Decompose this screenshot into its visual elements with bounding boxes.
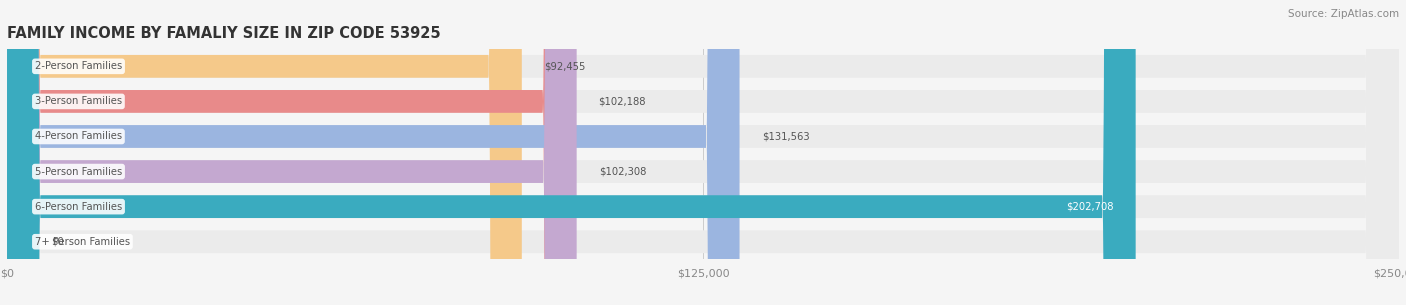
Text: $102,188: $102,188 — [599, 96, 645, 106]
Text: $202,708: $202,708 — [1066, 202, 1114, 212]
Text: 4-Person Families: 4-Person Families — [35, 131, 122, 142]
Text: $102,308: $102,308 — [599, 167, 647, 177]
FancyBboxPatch shape — [7, 0, 576, 305]
FancyBboxPatch shape — [7, 0, 1399, 305]
Text: FAMILY INCOME BY FAMALIY SIZE IN ZIP CODE 53925: FAMILY INCOME BY FAMALIY SIZE IN ZIP COD… — [7, 26, 440, 41]
Text: 2-Person Families: 2-Person Families — [35, 61, 122, 71]
Text: $131,563: $131,563 — [762, 131, 810, 142]
Text: 5-Person Families: 5-Person Families — [35, 167, 122, 177]
Text: 3-Person Families: 3-Person Families — [35, 96, 122, 106]
FancyBboxPatch shape — [7, 0, 1399, 305]
Text: $92,455: $92,455 — [544, 61, 585, 71]
FancyBboxPatch shape — [7, 0, 1399, 305]
FancyBboxPatch shape — [7, 0, 740, 305]
Text: 6-Person Families: 6-Person Families — [35, 202, 122, 212]
Text: Source: ZipAtlas.com: Source: ZipAtlas.com — [1288, 9, 1399, 19]
FancyBboxPatch shape — [7, 0, 1399, 305]
FancyBboxPatch shape — [7, 0, 1136, 305]
FancyBboxPatch shape — [7, 0, 522, 305]
FancyBboxPatch shape — [7, 0, 1399, 305]
FancyBboxPatch shape — [7, 0, 1399, 305]
FancyBboxPatch shape — [7, 0, 576, 305]
Text: $0: $0 — [52, 237, 65, 247]
Text: 7+ Person Families: 7+ Person Families — [35, 237, 129, 247]
